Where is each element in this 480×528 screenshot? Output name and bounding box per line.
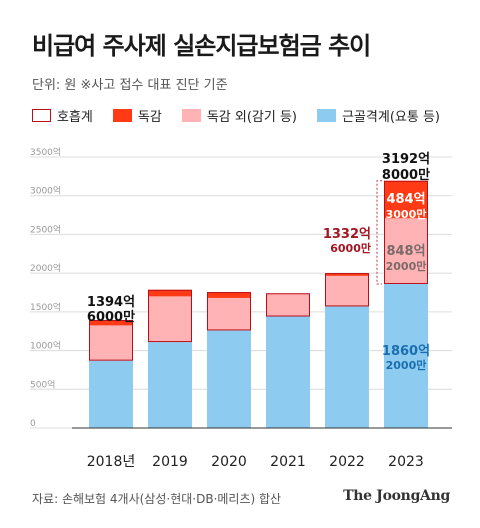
bar-segment (148, 289, 192, 297)
y-tick-label: 2000억 (30, 262, 61, 274)
legend-label-non-flu: 독감 외(감기 등) (206, 110, 297, 125)
bar-segment (207, 297, 251, 331)
y-tick-label: 500억 (30, 378, 55, 390)
bar-segment (207, 292, 251, 298)
bar-outline (148, 289, 192, 343)
bar-segment (325, 306, 369, 428)
chart-subtitle: 단위: 원 ※사고 접수 대표 진단 기준 (32, 78, 228, 93)
x-tick-label: 2019 (152, 454, 188, 470)
bar-segment (384, 218, 428, 284)
bar-segment (266, 316, 310, 428)
y-tick-label: 3500억 (30, 146, 61, 158)
bar-segment (266, 293, 310, 317)
legend-swatch-flu (112, 109, 132, 122)
bar-segment (148, 296, 192, 343)
bar-segment (148, 342, 192, 428)
bar-segment (89, 325, 133, 361)
musculoskeletal-label-2023: 1860억 (382, 344, 430, 359)
legend-label-flu: 독감 (137, 110, 162, 125)
bar-outline (266, 293, 310, 317)
bar-outline (384, 180, 428, 284)
non-flu-label-2023-sub: 2000만 (386, 259, 427, 273)
bar-segment (89, 320, 133, 326)
y-tick-label: 1500억 (30, 301, 61, 313)
musculoskeletal-label-2023-sub: 2000만 (386, 358, 427, 372)
legend-label-musculoskeletal: 근골격계(요통 등) (341, 110, 440, 125)
bar-segment (207, 330, 251, 428)
total-label-2018-sub: 6000만 (87, 309, 135, 325)
bar-outline (325, 273, 369, 307)
legend: 호흡계 독감 독감 외(감기 등) 근골격계(요통 등) (32, 106, 460, 125)
source-note: 자료: 손해보험 4개사(삼성·현대·DB·메리츠) 합산 (32, 492, 282, 506)
y-tick-label: 0 (30, 419, 36, 429)
bar-segment (325, 275, 369, 307)
legend-label-respiratory: 호흡계 (57, 110, 93, 125)
flu-label-2023-sub: 3000만 (386, 207, 427, 221)
y-tick-label: 3000억 (30, 185, 61, 197)
non-flu-label-2023: 848억 (386, 244, 425, 259)
legend-swatch-non-flu (181, 109, 201, 122)
x-tick-label: 2021 (270, 454, 306, 470)
bar-outline (89, 320, 133, 361)
bar-segment (325, 273, 369, 276)
total-label-2023: 3192억 (382, 152, 430, 167)
x-tick-label: 2022 (329, 454, 365, 470)
bar-segment (384, 283, 428, 428)
bar-outline (207, 292, 251, 331)
x-tick-label: 2023 (388, 454, 424, 470)
total-label-2023-sub: 8000만 (382, 167, 430, 183)
respiratory-label-2023: 1332억 (323, 227, 371, 242)
legend-item-non-flu: 독감 외(감기 등) (181, 106, 297, 125)
y-tick-label: 1000억 (30, 340, 61, 352)
x-tick-label: 2018년 (87, 454, 136, 470)
bar-segment (89, 360, 133, 428)
y-tick-label: 2500억 (30, 223, 61, 235)
bar-segment (384, 180, 428, 219)
chart-title: 비급여 주사제 실손지급보험금 추이 (32, 32, 371, 60)
legend-swatch-respiratory (32, 109, 51, 122)
brand-logo: The JoongAng (343, 488, 450, 504)
respiratory-bracket (376, 180, 382, 285)
legend-item-flu: 독감 (112, 106, 162, 125)
legend-item-respiratory: 호흡계 (32, 106, 93, 125)
total-label-2018: 1394억 (87, 295, 135, 310)
legend-swatch-musculoskeletal (316, 109, 336, 122)
x-tick-label: 2020 (211, 454, 247, 470)
respiratory-label-2023-sub: 6000만 (330, 241, 371, 255)
flu-label-2023: 484억 (386, 192, 425, 207)
legend-item-musculoskeletal: 근골격계(요통 등) (316, 106, 440, 125)
